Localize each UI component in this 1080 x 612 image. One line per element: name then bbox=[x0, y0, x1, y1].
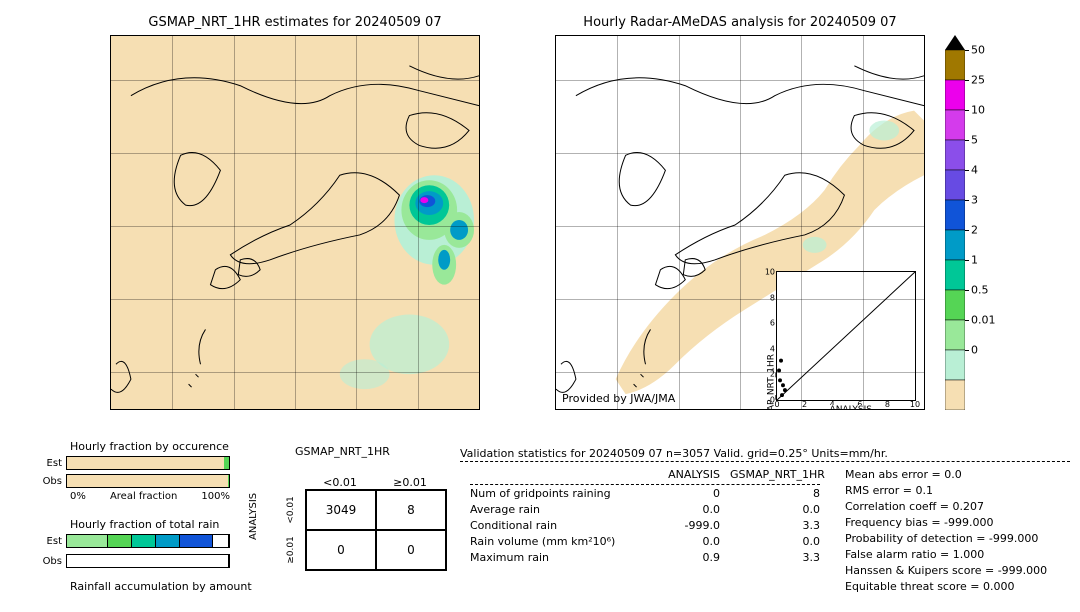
contingency-table: <0.01≥0.01<0.0130498≥0.0100 bbox=[275, 476, 447, 571]
contingency-col-header: GSMAP_NRT_1HR bbox=[295, 445, 390, 458]
stats-divider bbox=[460, 461, 1070, 462]
ytick: 35°N bbox=[555, 220, 556, 233]
stats-header: Validation statistics for 20240509 07 n=… bbox=[460, 447, 888, 460]
colorbar-tick: 50 bbox=[971, 44, 985, 57]
stats-left-table: ANALYSISGSMAP_NRT_1HRNum of gridpoints r… bbox=[470, 468, 820, 567]
ytick: 25°N bbox=[110, 366, 111, 379]
xtick: 130°E bbox=[662, 409, 695, 410]
left-map-title: GSMAP_NRT_1HR estimates for 20240509 07 bbox=[110, 15, 480, 30]
ytick: 25°N bbox=[555, 366, 556, 379]
stat-line: RMS error = 0.1 bbox=[845, 484, 1047, 497]
xtick: 145°E bbox=[401, 409, 434, 410]
stat-line: False alarm ratio = 1.000 bbox=[845, 548, 1047, 561]
occurrence-title: Hourly fraction by occurence bbox=[70, 440, 229, 453]
stat-line: Probability of detection = -999.000 bbox=[845, 532, 1047, 545]
xtick: 130°E bbox=[217, 409, 250, 410]
inset-ylabel: GSMAP_NRT_1HR bbox=[767, 354, 777, 410]
colorbar-tick: 5 bbox=[971, 134, 978, 147]
totalrain-chart: EstObs bbox=[70, 533, 230, 573]
colorbar-tick: 0 bbox=[971, 344, 978, 357]
xtick: 125°E bbox=[156, 409, 189, 410]
ytick: 45°N bbox=[555, 73, 556, 86]
xtick: 145°E bbox=[846, 409, 879, 410]
stat-line: Mean abs error = 0.0 bbox=[845, 468, 1047, 481]
colorbar-tick: 10 bbox=[971, 104, 985, 117]
colorbar-tick: 1 bbox=[971, 254, 978, 267]
totalrain-title: Hourly fraction of total rain bbox=[70, 518, 219, 531]
stats-right-list: Mean abs error = 0.0 RMS error = 0.1 Corre… bbox=[845, 468, 1047, 596]
stat-line: Hanssen & Kuipers score = -999.000 bbox=[845, 564, 1047, 577]
inset-scatter: 00224466881010 bbox=[776, 271, 916, 401]
ytick: 45°N bbox=[110, 73, 111, 86]
ytick: 40°N bbox=[110, 147, 111, 160]
contingency-row-header: ANALYSIS bbox=[248, 493, 259, 540]
xtick: 140°E bbox=[340, 409, 373, 410]
colorbar: 502510543210.50.010 bbox=[945, 35, 965, 410]
ytick: 30°N bbox=[555, 293, 556, 306]
ytick: 30°N bbox=[110, 293, 111, 306]
colorbar-tick: 25 bbox=[971, 74, 985, 87]
right-map-title: Hourly Radar-AMeDAS analysis for 2024050… bbox=[555, 15, 925, 30]
colorbar-tick: 4 bbox=[971, 164, 978, 177]
provider-label: Provided by JWA/JMA bbox=[562, 392, 675, 405]
xtick: 140°E bbox=[785, 409, 818, 410]
left-map: 45°N 40°N 35°N 30°N 25°N 125°E 130°E 135°E 140°E… bbox=[110, 35, 480, 410]
xtick: 125°E bbox=[601, 409, 634, 410]
stat-line: Frequency bias = -999.000 bbox=[845, 516, 1047, 529]
occurrence-chart: EstObs0%Areal fraction100% bbox=[70, 455, 230, 502]
xtick: 135°E bbox=[278, 409, 311, 410]
colorbar-tick: 0.01 bbox=[971, 314, 996, 327]
ytick: 35°N bbox=[110, 220, 111, 233]
inset-xlabel: ANALYSIS bbox=[828, 405, 874, 410]
colorbar-tick: 3 bbox=[971, 194, 978, 207]
colorbar-tick: 2 bbox=[971, 224, 978, 237]
totalrain-caption: Rainfall accumulation by amount bbox=[70, 580, 252, 593]
right-map: Provided by JWA/JMA 00224466881010 GSMAP… bbox=[555, 35, 925, 410]
stat-line: Equitable threat score = 0.000 bbox=[845, 580, 1047, 593]
colorbar-tick: 0.5 bbox=[971, 284, 989, 297]
stat-line: Correlation coeff = 0.207 bbox=[845, 500, 1047, 513]
xtick: 135°E bbox=[723, 409, 756, 410]
ytick: 40°N bbox=[555, 147, 556, 160]
